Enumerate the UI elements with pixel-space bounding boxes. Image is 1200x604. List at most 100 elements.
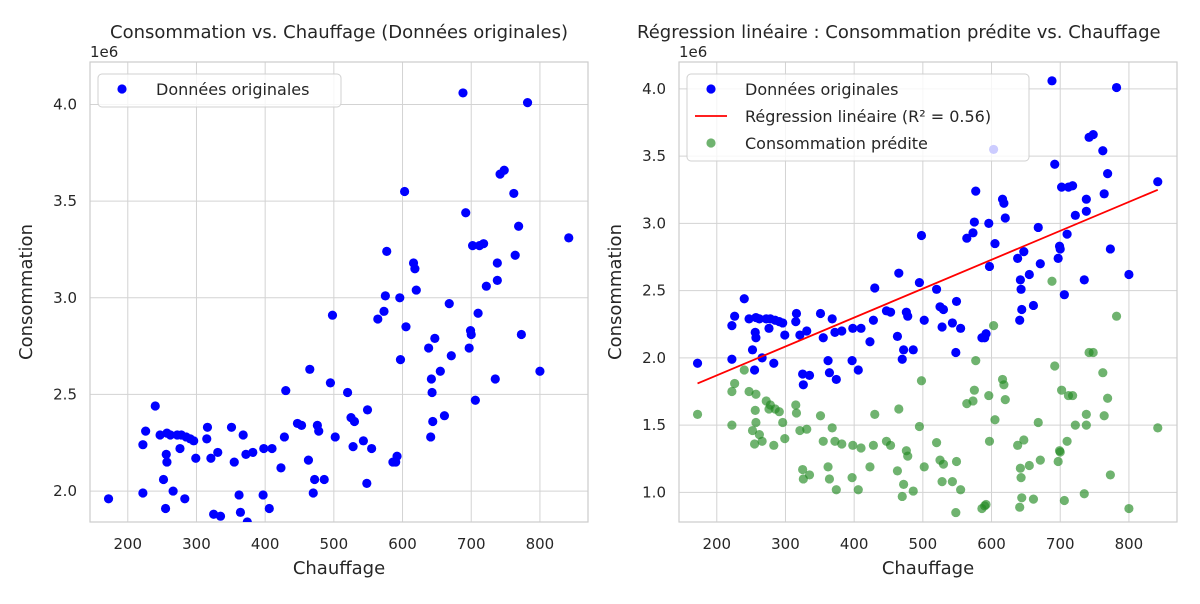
data-point [769,440,779,450]
data-point [215,511,226,521]
x-tick-label: 500 [320,535,349,553]
data-point [478,239,489,249]
data-point [430,333,440,343]
data-point [535,366,545,376]
data-point [426,432,436,442]
y-tick-label: 4.0 [53,96,77,114]
data-point [510,250,520,260]
data-point [848,440,858,450]
data-point [847,473,857,483]
data-point [138,488,148,498]
data-point [367,443,377,454]
data-point [1057,385,1067,395]
data-point [444,298,454,309]
data-point [168,486,178,496]
data-point [1057,182,1067,192]
data-point [903,311,913,321]
data-point [692,358,703,368]
data-point [1124,503,1134,514]
data-point [769,358,779,368]
x-tick-label: 300 [182,535,211,553]
data-point [897,354,907,364]
data-point [931,438,942,448]
data-point [744,314,754,324]
data-point [165,430,175,440]
x-tick-label: 700 [457,535,486,553]
data-point [1105,470,1115,480]
data-point [1067,181,1078,191]
plot-frame [678,61,1178,523]
data-point [764,323,774,333]
data-point [899,345,909,355]
data-point [1015,463,1025,473]
data-point [818,436,828,446]
data-point [380,291,390,301]
data-point [1099,411,1109,421]
data-point [276,463,286,473]
data-point [988,321,999,331]
data-point [327,310,338,320]
data-point [1047,276,1057,286]
data-point [727,321,737,331]
data-point [868,440,878,450]
data-point [837,439,847,449]
data-point [885,440,896,450]
data-point [892,466,903,476]
data-point [1019,247,1029,257]
data-point [1103,169,1113,179]
data-point [1033,222,1043,233]
data-point [1033,417,1043,428]
data-point [490,374,500,384]
data-point [226,422,237,432]
data-point [1053,456,1063,467]
data-point [774,407,784,417]
data-point [1111,82,1122,93]
data-point [362,405,373,415]
data-point [827,423,837,433]
y-tick-label: 1.0 [642,483,666,501]
data-point [162,457,172,467]
data-point [749,439,760,449]
x-axis-label: Chauffage [882,558,974,579]
data-point [804,370,815,380]
data-point [427,387,437,398]
data-point [951,347,961,358]
y-tick-label: 1.5 [642,416,666,434]
data-point [818,333,828,343]
data-point [727,354,737,364]
data-point [971,355,981,366]
y-tick-label: 2.0 [642,349,666,367]
legend-entry: Régression linéaire (R² = 0.56) [745,107,991,126]
series-1 [103,88,574,522]
data-point [1035,455,1045,465]
data-point [1024,269,1034,280]
data-point [968,396,978,406]
data-point [754,314,764,324]
data-point [267,443,277,454]
x-tick-label: 800 [1115,535,1144,553]
x-tick-label: 300 [771,535,800,553]
data-point [395,293,405,303]
data-point [951,507,961,518]
data-point [492,275,502,286]
data-point [1053,253,1063,263]
data-point [1070,420,1080,430]
y-tick-label: 2.5 [53,385,77,403]
data-point [279,432,289,442]
y-tick-label: 3.5 [53,192,77,210]
legend-box [97,73,342,108]
data-point [281,385,291,396]
data-point [897,491,907,502]
x-axis-label: Chauffage [293,558,385,579]
series-1 [692,76,1163,390]
plot-frame [89,61,589,523]
data-point [990,238,1000,249]
x-tick-label: 600 [977,535,1006,553]
data-point [303,455,314,465]
data-point [202,422,213,432]
data-point [264,503,274,514]
data-point [1099,189,1109,199]
data-point [780,434,790,444]
data-point [824,474,835,484]
data-point [1081,409,1091,419]
